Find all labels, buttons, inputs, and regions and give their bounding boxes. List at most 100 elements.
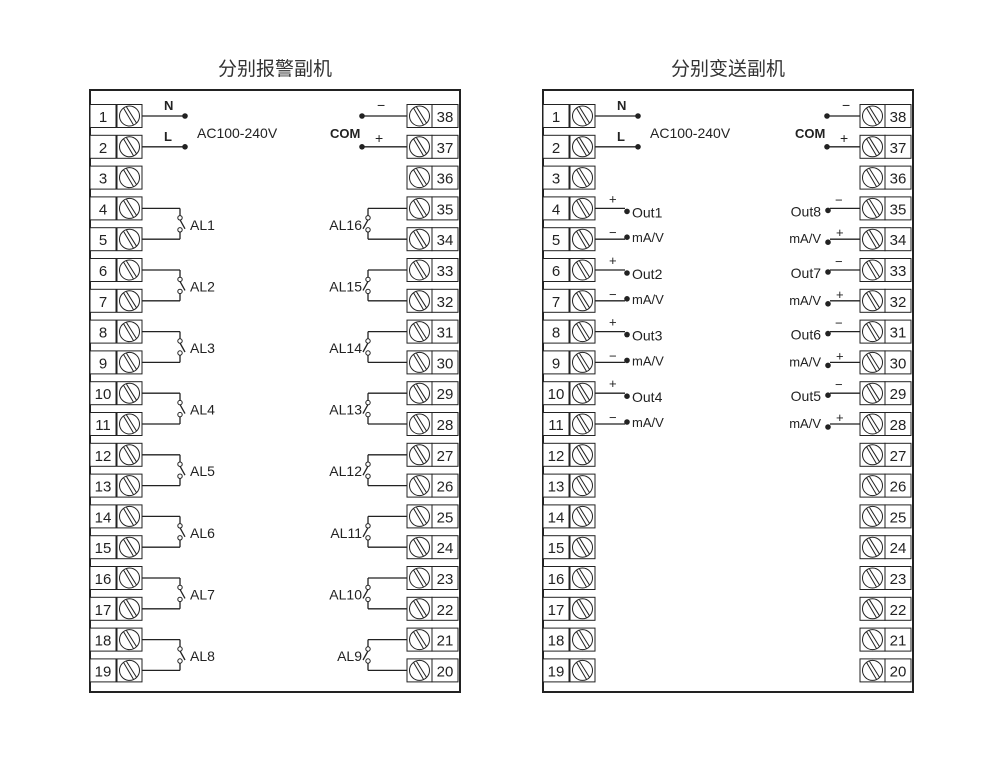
- screw-icon: [119, 321, 140, 343]
- terminal-number: 37: [437, 140, 454, 157]
- terminal-2: 2: [89, 134, 143, 159]
- terminal-number: 8: [99, 325, 107, 342]
- panel-frame: [542, 89, 914, 693]
- terminal-number: 37: [890, 140, 907, 157]
- terminal-36: 36: [859, 165, 912, 190]
- label: +: [836, 225, 844, 240]
- terminal-number-cell: [542, 288, 570, 313]
- terminal-number: 22: [890, 602, 907, 619]
- terminal-3: 3: [542, 165, 596, 190]
- screw-icon: [409, 167, 430, 189]
- screw-cell: [859, 165, 886, 190]
- terminal-5: 5: [89, 227, 143, 252]
- relay-contact-icon: [177, 208, 186, 240]
- terminal-20: 20: [859, 658, 912, 683]
- screw-icon: [862, 659, 883, 681]
- terminal-8: 8: [89, 319, 143, 344]
- output-Out4: + −Out4 mA/V: [595, 376, 664, 430]
- label: −: [835, 192, 843, 207]
- terminal-number-cell: [542, 134, 570, 159]
- terminal-number-cell: [542, 319, 570, 344]
- contact-blade: [179, 342, 186, 353]
- terminal-dot: [825, 269, 831, 275]
- screw-cell: [569, 319, 596, 344]
- screw-icon: [119, 167, 140, 189]
- screw-cell: [116, 319, 143, 344]
- terminal-number: 33: [890, 263, 907, 280]
- terminal-20: 20: [406, 658, 459, 683]
- terminal-number-cell: [542, 596, 570, 621]
- terminal-dot: [624, 208, 630, 215]
- screw-cell: [569, 658, 596, 683]
- label: mA/V: [632, 292, 664, 307]
- terminal-number: 11: [548, 417, 564, 434]
- terminal-number: 31: [890, 325, 907, 342]
- terminal-number: 21: [890, 633, 907, 650]
- screw-cell: [859, 473, 886, 498]
- terminal-9: 9: [542, 350, 596, 375]
- screw-icon: [409, 228, 430, 250]
- contact-blade: [362, 281, 369, 291]
- terminal-31: 31: [859, 319, 912, 344]
- terminal-number-cell: [89, 165, 117, 190]
- screw-cell: [406, 381, 433, 406]
- terminal-4: 4: [542, 196, 596, 221]
- relay-AL14: AL14: [329, 330, 407, 364]
- terminal-dot: [824, 144, 830, 150]
- screw-icon: [119, 505, 140, 527]
- label: AL11: [330, 525, 362, 541]
- screw-cell: [859, 350, 886, 375]
- screw-cell: [116, 381, 143, 406]
- screw-icon: [119, 659, 140, 681]
- label: AL8: [190, 648, 215, 664]
- terminal-dot: [624, 357, 630, 364]
- terminal-number: 26: [437, 479, 454, 496]
- terminal-number: 9: [99, 355, 107, 372]
- terminal-number-cell: [542, 473, 570, 498]
- label: AL6: [190, 525, 215, 541]
- relay-AL5: AL5: [142, 454, 215, 487]
- terminal-26: 26: [859, 473, 912, 498]
- terminal-2: 2: [542, 134, 596, 159]
- terminal-32: 32: [406, 288, 459, 313]
- screw-cell: [116, 658, 143, 683]
- screw-icon: [862, 259, 883, 281]
- label: AL4: [190, 402, 215, 418]
- label: +: [609, 253, 617, 268]
- terminal-number: 16: [548, 571, 565, 588]
- contact-blade: [179, 527, 186, 538]
- screw-icon: [572, 105, 593, 127]
- screw-cell: [859, 627, 886, 652]
- screw-cell: [859, 227, 886, 252]
- terminal-33: 33: [406, 258, 459, 282]
- terminal-dot: [624, 296, 630, 302]
- terminal-number-cell: [542, 627, 570, 652]
- relay-contact-icon: [362, 393, 371, 424]
- terminal-24: 24: [859, 535, 912, 560]
- terminal-27: 27: [406, 442, 459, 467]
- terminal-dot: [359, 113, 365, 119]
- relay-AL15: AL15: [329, 269, 407, 302]
- screw-icon: [862, 136, 883, 158]
- screw-icon: [572, 290, 593, 312]
- terminal-number-cell: [89, 535, 117, 560]
- screw-cell: [859, 566, 886, 590]
- label: −: [609, 225, 617, 240]
- label: AL7: [190, 586, 215, 602]
- screw-cell: [116, 566, 143, 590]
- label: AL14: [329, 340, 362, 356]
- terminal-number-cell: [89, 227, 117, 252]
- screw-cell: [406, 566, 433, 590]
- screw-cell: [116, 196, 143, 221]
- contact-blade: [179, 281, 186, 291]
- terminal-dot: [624, 270, 630, 276]
- terminal-number: 4: [99, 201, 107, 218]
- terminal-number-cell: [542, 535, 570, 560]
- terminal-number: 4: [552, 201, 560, 218]
- screw-icon: [572, 505, 593, 527]
- screw-cell: [116, 104, 143, 128]
- label: +: [836, 348, 844, 363]
- screw-icon: [572, 136, 593, 158]
- screw-icon: [409, 629, 430, 651]
